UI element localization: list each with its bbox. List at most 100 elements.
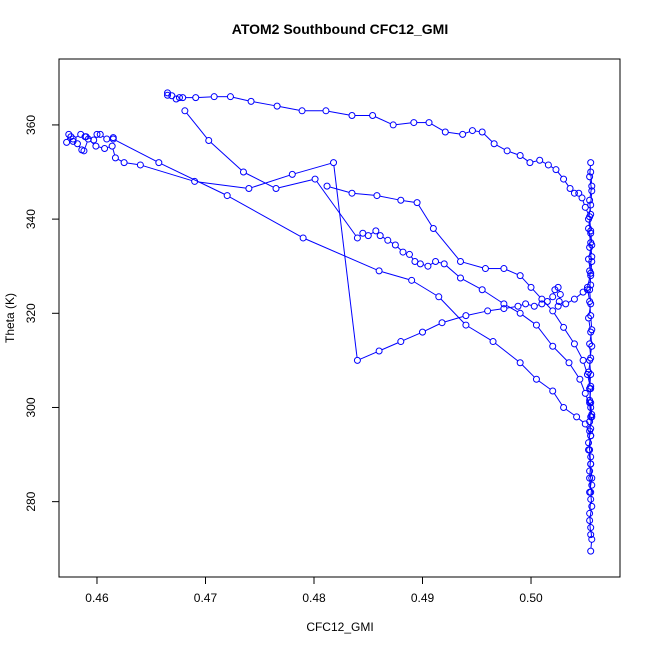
data-point (538, 300, 546, 308)
data-point (432, 257, 440, 265)
series-line-segment (582, 200, 585, 205)
data-point (586, 385, 594, 393)
data-point (103, 135, 111, 143)
data-point (456, 274, 464, 282)
data-point (587, 328, 595, 336)
data-point (459, 130, 467, 138)
data-point (526, 159, 534, 167)
series-line-segment (537, 327, 552, 345)
data-point (478, 128, 486, 136)
series-line-segment (251, 174, 290, 189)
series-line-segment (589, 509, 592, 518)
data-point (245, 185, 253, 192)
data-point (588, 257, 596, 265)
series-line-segment (590, 405, 593, 414)
series-line-segment (589, 292, 591, 301)
x-tick-label: 0.50 (519, 591, 543, 605)
series-line-segment (589, 250, 592, 259)
data-point (462, 321, 470, 329)
data-point (93, 130, 101, 138)
series-line-segment (468, 326, 491, 341)
series-line-segment (413, 281, 437, 296)
series-line-segment (397, 246, 402, 251)
series-line-segment (431, 123, 443, 131)
data-point (536, 156, 544, 164)
data-point (586, 243, 594, 251)
series-line-segment (440, 298, 465, 324)
data-point (522, 300, 530, 308)
data-point (348, 112, 356, 120)
series-line-segment (434, 230, 459, 260)
series-line-segment (496, 144, 505, 150)
data-point (500, 305, 508, 313)
y-axis-label: Theta (K) (3, 293, 17, 343)
y-tick-label: 280 (24, 491, 38, 511)
data-point (586, 516, 594, 524)
data-point (587, 531, 595, 539)
data-point (587, 460, 595, 468)
data-point (586, 474, 594, 482)
data-point (585, 314, 593, 322)
data-point (587, 159, 595, 167)
data-point (581, 420, 589, 428)
data-point (560, 323, 568, 331)
data-point (588, 502, 596, 510)
data-point (164, 89, 172, 97)
data-point (586, 427, 594, 435)
series-line-segment (509, 151, 518, 155)
data-point (585, 215, 593, 223)
data-point (560, 403, 568, 411)
series-line-segment (233, 96, 249, 102)
series-line-segment (198, 96, 212, 98)
data-point (556, 290, 564, 298)
series-line-segment (575, 346, 583, 358)
series-line-segment (463, 261, 483, 269)
data-point (551, 286, 559, 294)
series-line-segment (589, 452, 591, 462)
data-point (63, 138, 71, 146)
series-line-segment (565, 408, 575, 416)
series-line-segment (418, 204, 433, 227)
series-line-segment (532, 289, 541, 298)
data-point (273, 102, 281, 110)
data-point (179, 94, 187, 102)
data-point (348, 189, 356, 197)
data-point (369, 112, 377, 120)
data-point (588, 413, 596, 421)
data-point (78, 146, 86, 154)
series-line-segment (446, 265, 459, 277)
series-line-segment (484, 290, 502, 303)
series-line-segment (465, 131, 470, 134)
data-point (587, 227, 595, 235)
series-line-segment (161, 163, 225, 195)
series-line-segment (589, 236, 591, 245)
series-line-segment (521, 277, 530, 286)
data-point (239, 168, 247, 176)
series-line-segment (589, 391, 591, 400)
series-line-segment (329, 186, 350, 193)
series-line-segment (590, 335, 593, 344)
series-line-segment (197, 181, 246, 189)
data-point (424, 262, 432, 270)
series-2 (181, 107, 596, 539)
data-point (272, 185, 280, 192)
series-line-segment (522, 156, 528, 162)
data-point (560, 175, 568, 183)
data-point (585, 439, 593, 447)
data-point (416, 260, 424, 268)
data-point (583, 371, 591, 379)
data-point (566, 185, 574, 192)
series-line-segment (557, 171, 563, 178)
data-point (570, 189, 578, 197)
data-point (484, 307, 492, 315)
series-line-segment (587, 290, 590, 299)
data-point (579, 356, 587, 364)
data-point (570, 340, 578, 348)
data-point (588, 535, 596, 543)
data-point (120, 159, 128, 167)
series-line-segment (403, 200, 415, 203)
data-point (588, 253, 596, 261)
data-point (532, 375, 540, 383)
series-line-segment (245, 172, 274, 188)
